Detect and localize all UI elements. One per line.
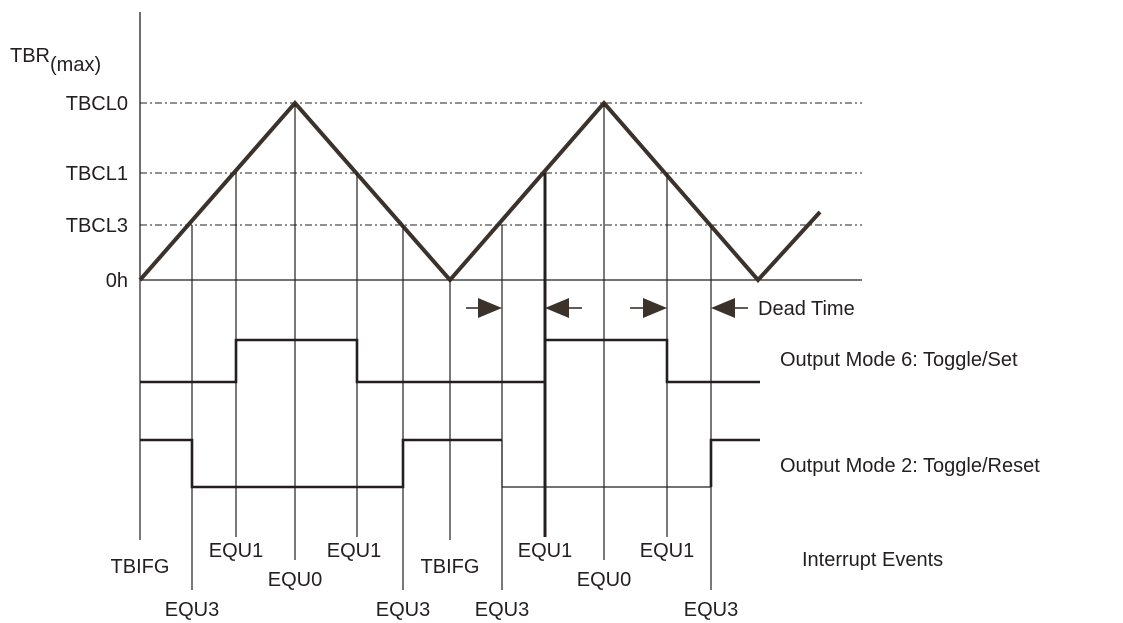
tbcl1-label: TBCL1: [66, 163, 128, 185]
dead-time-arrow-1: [466, 298, 502, 318]
output-mode-2-waveform-c: [709, 438, 760, 487]
event-label-equ0-1: EQU0: [268, 569, 322, 591]
event-label-equ0-2: EQU0: [577, 569, 631, 591]
dead-time-label: Dead Time: [758, 298, 855, 320]
event-label-equ3-3: EQU3: [475, 599, 529, 621]
tbr-max-label: TBR(max): [10, 45, 101, 76]
tbcl3-label: TBCL3: [66, 215, 128, 237]
dead-time-arrow-4: [711, 298, 748, 318]
dead-time-arrow-2: [545, 298, 582, 318]
event-label-equ1-4: EQU1: [640, 540, 694, 562]
counter-waveform: [138, 99, 822, 284]
event-label-tbifg-2: TBIFG: [421, 556, 480, 578]
event-label-equ3-4: EQU3: [684, 599, 738, 621]
output-mode-2-waveform-b: [501, 440, 711, 488]
dead-time-arrow-3: [630, 298, 667, 318]
tbcl0-label: TBCL0: [66, 93, 128, 115]
event-label-equ3-1: EQU3: [165, 599, 219, 621]
output-mode-2-waveform-a: [140, 438, 502, 489]
event-label-equ1-1: EQU1: [209, 540, 263, 562]
event-label-equ1-2: EQU1: [327, 540, 381, 562]
output-mode-6-label: Output Mode 6: Toggle/Set: [780, 349, 1018, 371]
output-mode-6-waveform: [140, 338, 760, 384]
event-label-equ3-2: EQU3: [376, 599, 430, 621]
event-label-equ1-3: EQU1: [518, 540, 572, 562]
interrupt-events-label: Interrupt Events: [802, 549, 943, 571]
zero-label: 0h: [106, 270, 128, 292]
output-mode-2-label: Output Mode 2: Toggle/Reset: [780, 455, 1040, 477]
event-label-tbifg-1: TBIFG: [111, 556, 170, 578]
